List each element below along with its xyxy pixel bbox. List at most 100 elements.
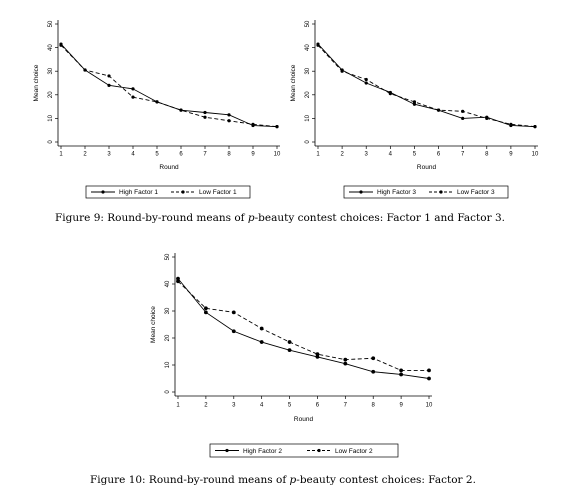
y-tick-label: 10 [48, 114, 54, 121]
legend-label: High Factor 2 [243, 448, 282, 455]
data-point-high [343, 361, 348, 366]
y-axis-title: Mean choice [150, 306, 157, 343]
y-tick-label: 40 [305, 44, 311, 51]
data-point-low [179, 108, 183, 112]
data-point-low [83, 68, 87, 72]
y-tick-label: 20 [305, 91, 311, 98]
figure-10-caption-p: p [289, 474, 297, 486]
y-tick-label: 50 [48, 20, 54, 27]
data-point-low [107, 74, 111, 78]
data-point-low [287, 340, 292, 344]
data-point-low [259, 326, 264, 331]
y-tick-label: 0 [48, 140, 54, 144]
legend-swatch-marker [225, 448, 229, 453]
data-point-high [461, 116, 465, 120]
legend-box [343, 185, 509, 199]
y-tick-label: 10 [165, 361, 171, 368]
data-point-high [427, 376, 431, 381]
data-point-high [203, 310, 208, 315]
data-point-low [131, 95, 135, 99]
x-tick-label: 5 [155, 152, 159, 158]
x-tick-label: 8 [485, 152, 489, 158]
data-point-low [436, 108, 441, 112]
figure-9-caption-prefix: Figure 9: Round-by-round means of [55, 212, 248, 224]
data-point-high [231, 329, 236, 334]
data-point-low [316, 43, 320, 47]
data-point-low [412, 100, 417, 104]
legend-swatch-marker [317, 448, 321, 453]
data-point-low [203, 306, 208, 311]
data-point-low [485, 116, 489, 120]
x-tick-label: 6 [316, 403, 320, 409]
data-point-low [533, 125, 537, 129]
y-axis-title: Mean choice [290, 64, 297, 101]
figure-10-caption-suffix: -beauty contest choices: Factor 2. [296, 474, 476, 486]
chart-panel-3: 0 10 20 30 40 50 1 2 3 4 5 6 7 8 9 10 Round Mean choice Hi… [150, 253, 433, 458]
data-point-high [131, 87, 135, 91]
x-tick-label: 9 [251, 152, 255, 158]
data-point-high [107, 83, 111, 87]
data-point-low [461, 109, 465, 113]
x-tick-label: 1 [176, 403, 180, 409]
data-point-low [509, 122, 513, 126]
figure-10-caption-prefix: Figure 10: Round-by-round means of [90, 474, 290, 486]
legend-swatch-marker [439, 190, 443, 194]
chart-panel-2: 0 10 20 30 40 50 1 2 3 4 5 6 7 8 9 10 Round Mean choice Hi… [290, 20, 539, 199]
x-tick-label: 3 [232, 403, 236, 409]
data-point-low [371, 356, 376, 361]
data-point-high [227, 113, 231, 117]
legend-label: Low Factor 1 [199, 189, 237, 196]
x-tick-label: 10 [532, 152, 539, 158]
data-point-low [388, 92, 392, 96]
data-point-high [176, 276, 180, 281]
x-tick-label: 7 [344, 403, 348, 409]
figure-9-caption-p: p [247, 212, 255, 224]
x-tick-label: 4 [260, 403, 264, 409]
series-line-high [177, 278, 430, 379]
x-tick-label: 10 [426, 403, 433, 409]
legend-swatch-marker [359, 190, 363, 194]
chart-panel-1: 0 10 20 30 40 50 1 2 3 4 5 6 7 8 9 10 Round Mean choice Hi… [33, 20, 281, 199]
data-point-low [315, 352, 320, 357]
x-tick-label: 9 [509, 152, 513, 158]
figure-9-caption-suffix: -beauty contest choices: Factor 1 and Fa… [254, 212, 505, 224]
x-tick-label: 8 [227, 152, 231, 158]
x-tick-label: 10 [274, 152, 281, 158]
y-tick-label: 0 [305, 140, 311, 144]
y-tick-label: 20 [48, 91, 54, 98]
y-tick-label: 30 [165, 307, 171, 314]
y-tick-label: 30 [48, 67, 54, 74]
data-point-low [343, 357, 348, 362]
x-tick-label: 8 [372, 403, 376, 409]
x-tick-label: 3 [365, 152, 369, 158]
x-tick-label: 7 [203, 152, 207, 158]
x-tick-label: 4 [131, 152, 135, 158]
data-point-low [176, 279, 180, 284]
data-point-low [227, 119, 231, 123]
series-line-low [60, 44, 278, 128]
y-tick-label: 10 [305, 114, 311, 121]
data-point-low [251, 122, 255, 126]
figure-10-caption: Figure 10: Round-by-round means of p-bea… [90, 474, 476, 486]
x-axis-title: Round [159, 164, 179, 171]
x-tick-label: 2 [340, 152, 344, 158]
x-tick-label: 4 [389, 152, 393, 158]
data-point-low [364, 77, 368, 82]
data-point-low [155, 100, 159, 104]
x-tick-label: 7 [461, 152, 465, 158]
series-line-low [177, 280, 429, 371]
data-point-low [231, 310, 236, 315]
y-tick-label: 50 [165, 253, 171, 260]
data-point-high [399, 372, 404, 377]
series-line-high [317, 43, 536, 128]
legend-label: High Factor 1 [119, 189, 158, 196]
legend-box [85, 185, 251, 199]
data-point-high [287, 348, 292, 353]
x-tick-label: 5 [413, 152, 417, 158]
legend-box [209, 443, 399, 458]
x-tick-label: 2 [204, 403, 208, 409]
y-tick-label: 40 [165, 280, 171, 287]
data-point-high [203, 110, 207, 115]
data-point-high [364, 81, 368, 85]
